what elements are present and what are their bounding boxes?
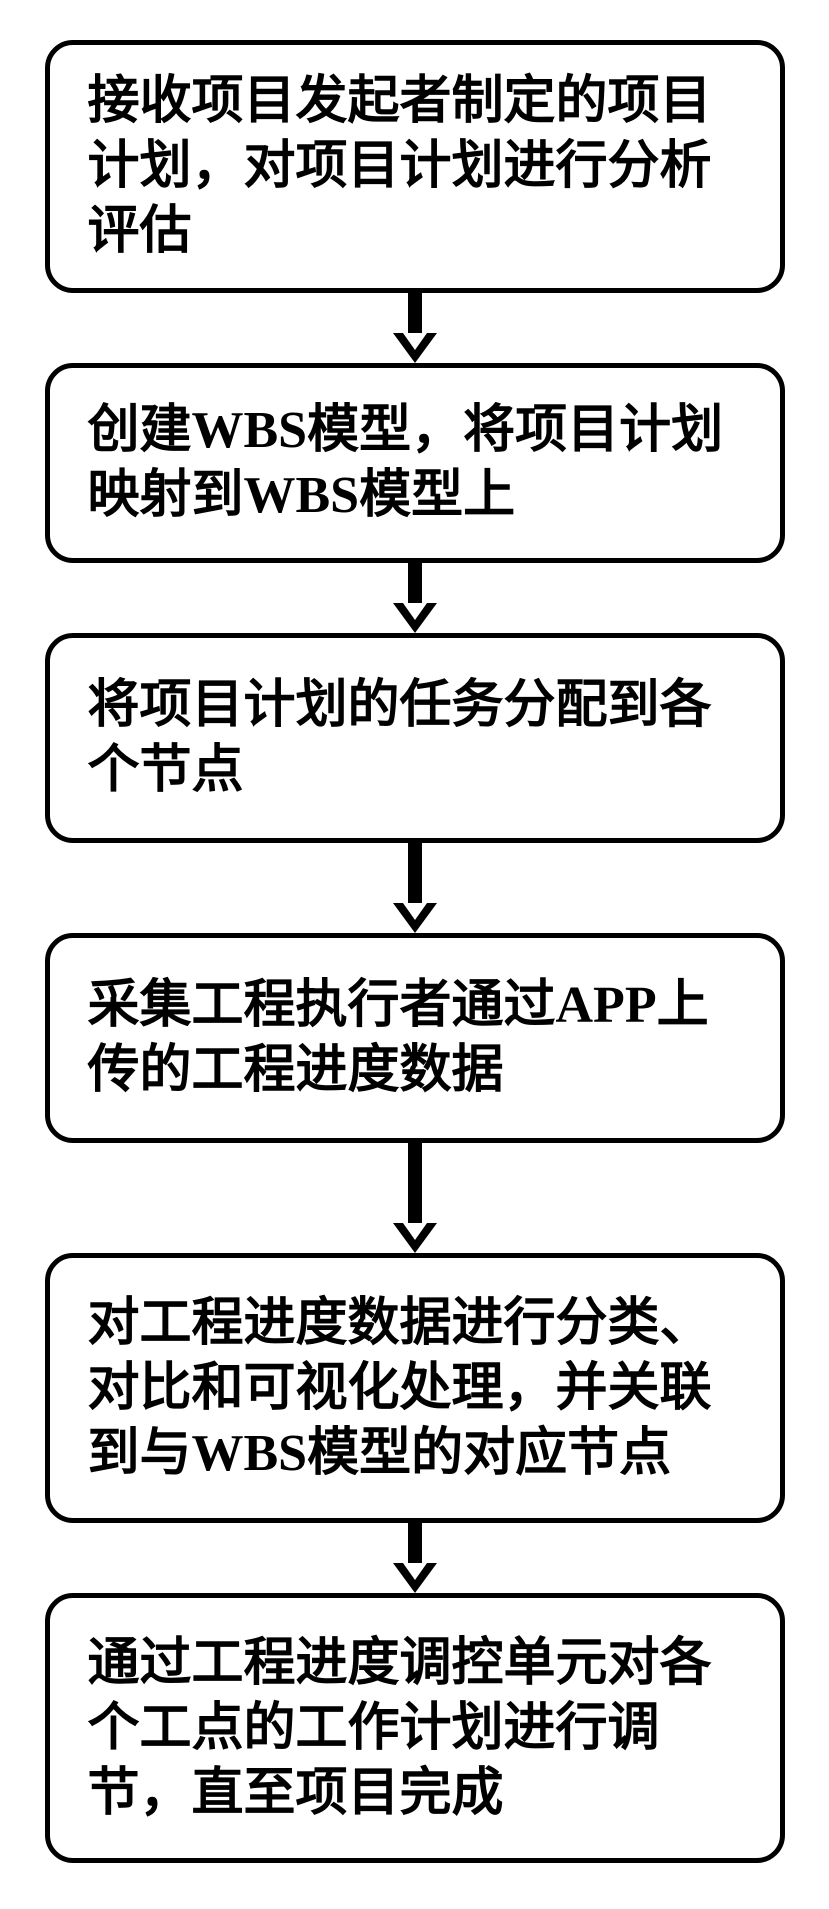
flow-node-4: 采集工程执行者通过APP上传的工程进度数据 — [45, 933, 785, 1143]
arrow-shaft — [408, 1523, 422, 1563]
flow-node-2: 创建WBS模型，将项目计划映射到WBS模型上 — [45, 363, 785, 563]
arrow-shaft — [408, 843, 422, 903]
flow-node-text: 创建WBS模型，将项目计划映射到WBS模型上 — [88, 398, 742, 528]
flow-node-3: 将项目计划的任务分配到各个节点 — [45, 633, 785, 843]
flow-node-text: 接收项目发起者制定的项目计划，对项目计划进行分析评估 — [88, 69, 742, 264]
flow-node-5: 对工程进度数据进行分类、对比和可视化处理，并关联到与WBS模型的对应节点 — [45, 1253, 785, 1523]
arrow-head-icon — [393, 903, 437, 933]
flow-node-6: 通过工程进度调控单元对各个工点的工作计划进行调节，直至项目完成 — [45, 1593, 785, 1863]
arrow-head-icon — [393, 333, 437, 363]
arrow-head-icon — [393, 1563, 437, 1593]
flow-node-text: 对工程进度数据进行分类、对比和可视化处理，并关联到与WBS模型的对应节点 — [88, 1291, 742, 1486]
arrow-head-icon — [393, 1223, 437, 1253]
arrow-shaft — [408, 563, 422, 603]
arrow-head-icon — [393, 603, 437, 633]
flow-arrow-2 — [393, 563, 437, 633]
arrow-shaft — [408, 293, 422, 333]
flow-node-text: 通过工程进度调控单元对各个工点的工作计划进行调节，直至项目完成 — [88, 1631, 742, 1826]
flow-arrow-1 — [393, 293, 437, 363]
arrow-shaft — [408, 1143, 422, 1223]
flowchart-container: 接收项目发起者制定的项目计划，对项目计划进行分析评估创建WBS模型，将项目计划映… — [45, 40, 785, 1863]
flow-node-text: 将项目计划的任务分配到各个节点 — [88, 673, 742, 803]
flow-node-1: 接收项目发起者制定的项目计划，对项目计划进行分析评估 — [45, 40, 785, 293]
flow-arrow-5 — [393, 1523, 437, 1593]
flow-arrow-3 — [393, 843, 437, 933]
flow-arrow-4 — [393, 1143, 437, 1253]
flow-node-text: 采集工程执行者通过APP上传的工程进度数据 — [88, 973, 742, 1103]
